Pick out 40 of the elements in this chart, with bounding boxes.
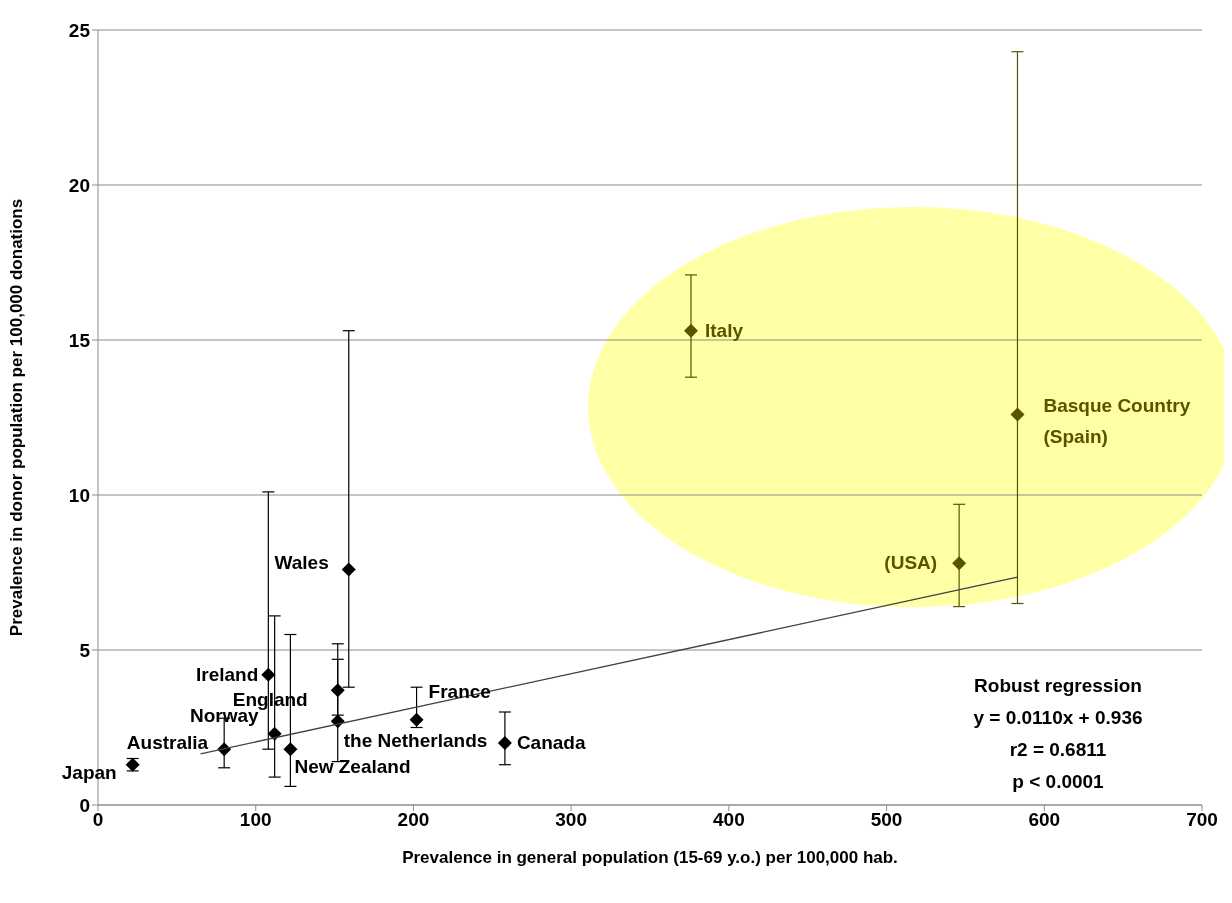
x-tick-label: 200 — [397, 809, 430, 831]
y-tick-label: 20 — [68, 174, 90, 196]
point — [330, 683, 345, 698]
annotation: Canada — [516, 732, 586, 753]
annotation: the Netherlands — [343, 730, 488, 752]
annotation: p < 0.0001 — [1011, 770, 1105, 794]
x-tick-label: 300 — [555, 809, 587, 831]
annotation: Basque Country (Spain) — [1043, 395, 1191, 448]
y-tick-label: 15 — [68, 329, 91, 351]
x-tick-label: 400 — [713, 809, 745, 831]
x-axis-title: Prevalence in general population (15-69 y.o.) per 100,000 hab. — [402, 848, 898, 867]
annotation: y = 0.0110x + 0.936 — [972, 706, 1144, 730]
point — [283, 742, 298, 757]
point — [267, 726, 282, 741]
y-tick-label: 25 — [68, 19, 91, 41]
point — [261, 667, 276, 682]
annotation: Robust regression — [973, 674, 1143, 698]
point — [341, 562, 356, 577]
annotation: r2 = 0.6811 — [1008, 738, 1108, 762]
annotation: France — [428, 680, 491, 702]
annotation: Japan — [61, 761, 117, 783]
point — [409, 712, 424, 727]
y-tick-label: 0 — [79, 794, 90, 816]
x-tick-label: 100 — [239, 809, 272, 831]
point — [497, 736, 512, 750]
y-tick-label: 10 — [68, 484, 90, 506]
annotation: Wales — [274, 552, 329, 574]
point — [684, 323, 699, 338]
x-tick-label: 600 — [1028, 809, 1061, 831]
annotation: New Zealand — [294, 756, 411, 778]
y-tick-label: 5 — [79, 639, 91, 661]
annotation: (USA) — [884, 552, 938, 574]
point — [1010, 407, 1025, 422]
annotation: Italy — [705, 319, 744, 341]
y-axis-title: Prevalence in donor population per 100,000 donations — [7, 198, 27, 637]
annotation: Australia — [126, 732, 209, 754]
point — [952, 556, 967, 571]
x-tick-label: 500 — [870, 809, 903, 831]
annotation: Ireland — [196, 663, 259, 685]
x-tick-label: 700 — [1186, 809, 1218, 831]
